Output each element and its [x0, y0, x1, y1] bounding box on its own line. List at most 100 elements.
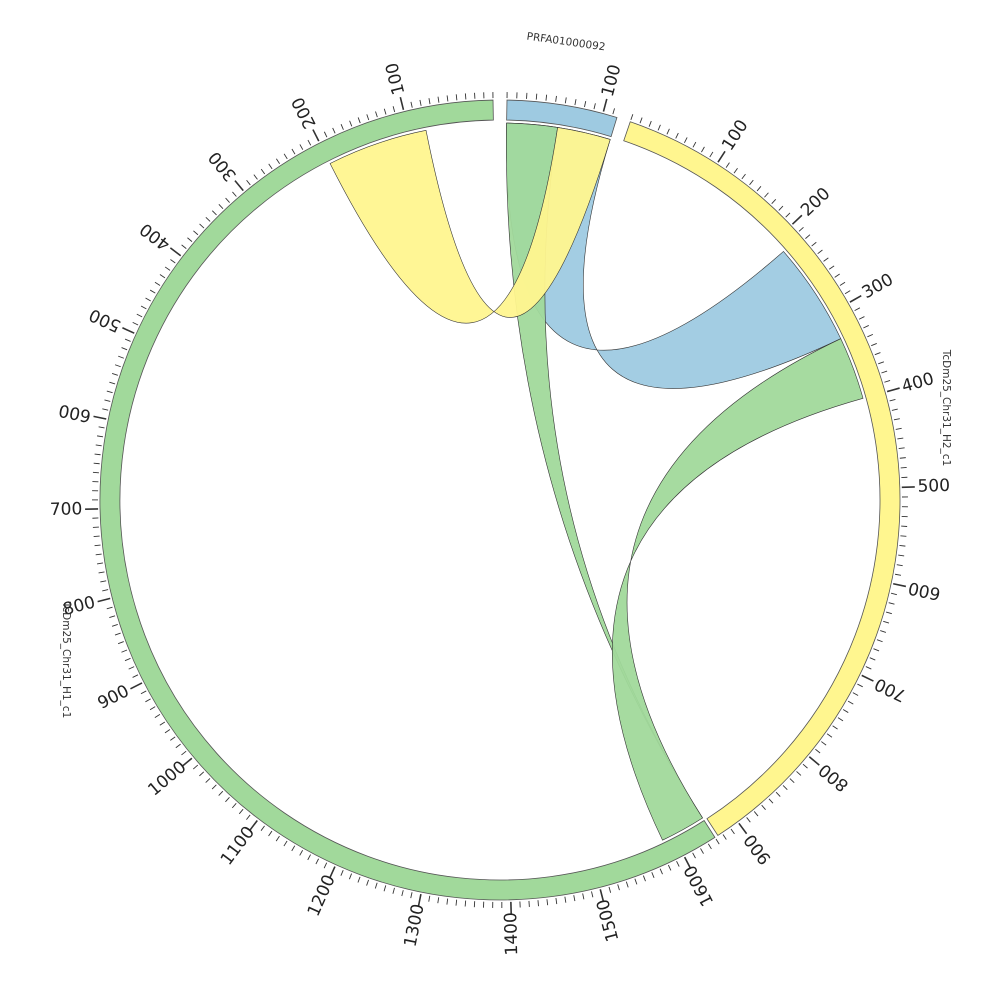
minor-tick: [392, 106, 396, 113]
minor-tick: [164, 729, 171, 734]
tick-label: 600: [907, 577, 943, 603]
minor-tick: [375, 111, 378, 118]
minor-tick: [642, 875, 646, 882]
major-tick: [122, 327, 135, 334]
minor-tick: [164, 266, 171, 271]
minor-tick: [884, 380, 891, 383]
minor-tick: [96, 562, 104, 565]
chromosome-label-h1: TcDm25_Chr31_H1_c1: [60, 601, 72, 719]
tick-label: 300: [205, 147, 241, 185]
minor-tick: [898, 447, 905, 450]
major-tick: [602, 98, 608, 112]
minor-tick: [124, 657, 131, 662]
minor-tick: [899, 545, 906, 547]
tick-label: 100: [382, 61, 409, 97]
minor-tick: [890, 592, 897, 596]
minor-tick: [299, 144, 304, 150]
minor-tick: [102, 589, 109, 592]
minor-tick: [145, 297, 151, 302]
minor-tick: [95, 553, 102, 556]
minor-tick: [863, 325, 869, 329]
minor-tick: [893, 418, 900, 421]
minor-tick: [894, 573, 902, 576]
minor-tick: [832, 725, 838, 730]
minor-tick: [283, 840, 288, 847]
minor-tick: [858, 316, 865, 320]
major-tick: [683, 856, 692, 870]
minor-tick: [880, 630, 887, 633]
minor-tick: [268, 163, 273, 170]
minor-tick: [869, 657, 876, 661]
minor-tick: [332, 127, 336, 134]
minor-tick: [96, 435, 104, 438]
minor-tick: [811, 241, 817, 247]
minor-tick: [187, 237, 193, 242]
minor-tick: [683, 137, 688, 143]
tick-label: 1500: [593, 897, 623, 944]
minor-tick: [749, 179, 754, 186]
minor-tick: [871, 343, 877, 347]
major-tick: [130, 682, 143, 690]
major-tick: [312, 129, 320, 142]
minor-tick: [114, 632, 121, 636]
tick-label: 1000: [144, 757, 190, 800]
ticks-layer: [85, 92, 915, 915]
minor-tick: [170, 259, 176, 264]
minor-tick: [764, 192, 769, 198]
major-tick: [738, 822, 748, 835]
major-tick: [234, 180, 244, 192]
minor-tick: [865, 666, 872, 670]
major-tick: [861, 674, 874, 682]
minor-tick: [111, 373, 118, 376]
minor-tick: [428, 895, 431, 902]
minor-tick: [315, 858, 320, 865]
major-tick: [399, 96, 405, 110]
minor-tick: [555, 898, 558, 905]
minor-tick: [121, 649, 128, 653]
minor-tick: [392, 887, 395, 894]
minor-tick: [154, 713, 161, 718]
minor-tick: [109, 615, 116, 619]
minor-tick: [852, 692, 859, 696]
minor-tick: [593, 103, 596, 110]
minor-tick: [839, 281, 846, 286]
tick-label: 600: [57, 400, 93, 426]
minor-tick: [545, 94, 548, 101]
minor-tick: [132, 321, 139, 326]
minor-tick: [299, 849, 304, 856]
tick-label: 400: [900, 369, 937, 397]
minor-tick: [775, 791, 781, 797]
minor-tick: [94, 544, 101, 547]
major-tick: [886, 387, 900, 393]
minor-tick: [753, 811, 759, 817]
minor-tick: [98, 571, 105, 574]
minor-tick: [446, 898, 449, 905]
minor-tick: [725, 162, 730, 168]
minor-tick: [275, 158, 281, 165]
minor-tick: [883, 620, 890, 624]
minor-tick: [154, 281, 161, 286]
minor-tick: [218, 204, 224, 209]
minor-tick: [109, 381, 116, 385]
minor-tick: [805, 234, 811, 239]
minor-tick: [437, 96, 440, 103]
minor-tick: [768, 798, 774, 804]
minor-tick: [145, 698, 151, 703]
tick-label: 900: [740, 830, 775, 868]
minor-tick: [815, 748, 821, 754]
minor-tick: [535, 93, 538, 100]
minor-tick: [617, 884, 620, 891]
minor-tick: [700, 848, 704, 854]
minor-tick: [111, 624, 118, 627]
minor-tick: [225, 797, 230, 803]
tick-label: 1300: [401, 902, 429, 948]
minor-tick: [124, 338, 131, 342]
minor-tick: [117, 641, 124, 645]
minor-tick: [608, 886, 612, 893]
minor-tick: [238, 808, 244, 815]
minor-tick: [199, 771, 205, 777]
minor-tick: [323, 862, 328, 869]
ideogram-layer: [99, 99, 901, 901]
minor-tick: [95, 444, 102, 447]
minor-tick: [260, 168, 266, 175]
